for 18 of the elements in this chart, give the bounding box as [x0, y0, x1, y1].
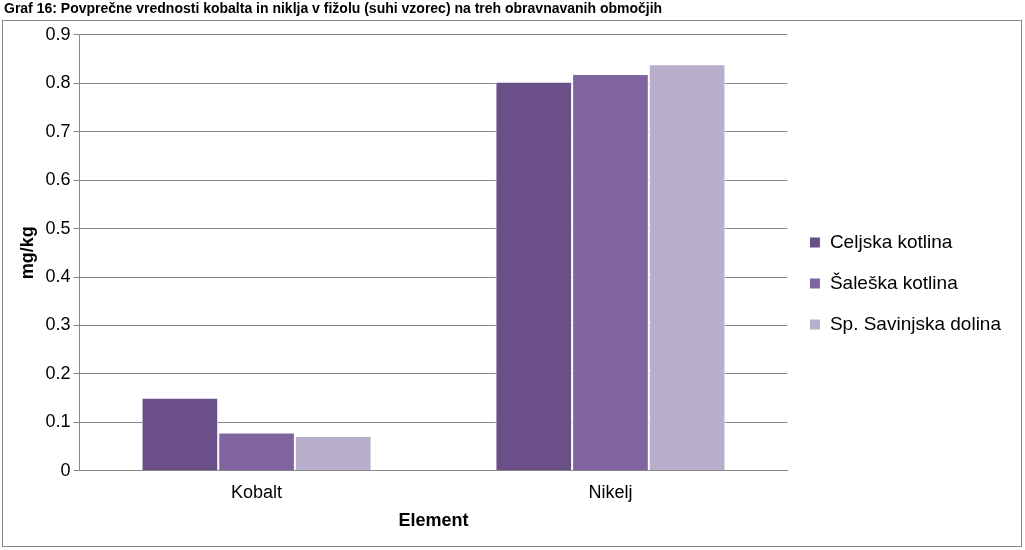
x-tick-label: Nikelj	[588, 481, 633, 502]
y-tick-label: 0.5	[45, 217, 71, 238]
y-axis-title: mg/kg	[16, 226, 37, 280]
y-tick-label: 0.1	[45, 411, 71, 432]
legend-label: Sp. Savinjska dolina	[829, 312, 1002, 334]
y-tick-label: 0	[60, 459, 71, 480]
y-tick-label: 0.2	[45, 362, 71, 383]
chart-title: Graf 16: Povprečne vrednosti kobalta in niklja v fižolu (suhi vzorec) na treh obravnavanih območjih	[4, 0, 663, 16]
y-tick-label: 0.9	[45, 23, 71, 44]
y-tick-label: 0.3	[45, 314, 71, 335]
x-axis-title: Element	[398, 510, 469, 531]
y-tick-label: 0.6	[45, 169, 71, 190]
y-tick-label: 0.7	[45, 120, 71, 141]
y-tick-label: 0.4	[45, 265, 71, 286]
y-tick-label: 0.8	[45, 72, 71, 93]
legend-label: Šaleška kotlina	[829, 271, 959, 293]
legend-label: Celjska kotlina	[829, 230, 953, 252]
x-tick-label: Kobalt	[231, 481, 283, 502]
